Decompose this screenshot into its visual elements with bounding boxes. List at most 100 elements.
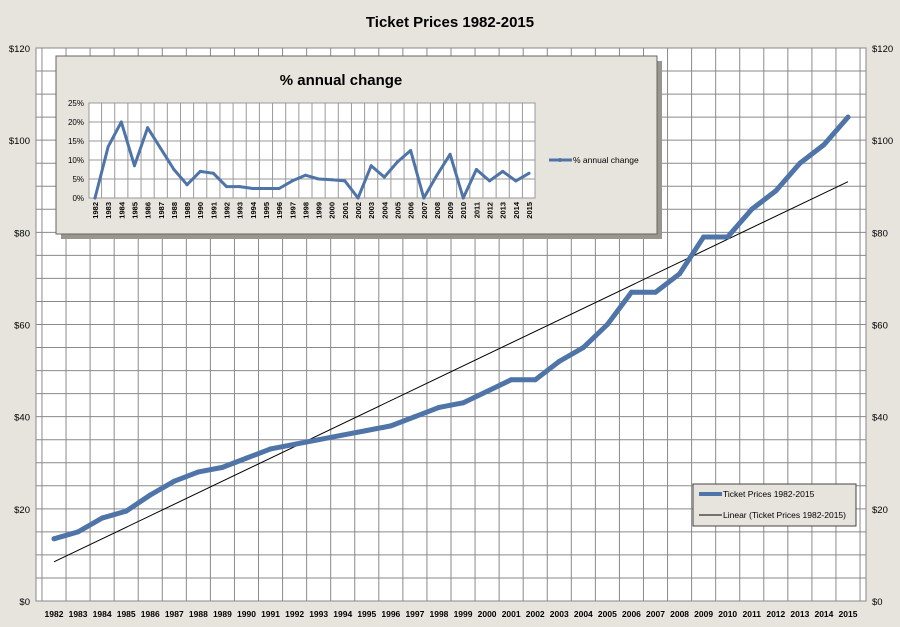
x-tick-label: 1994 <box>333 609 352 619</box>
series-line-ticket-prices <box>51 114 851 542</box>
data-point-ticket-price <box>653 289 659 295</box>
inset-x-tick-label: 2014 <box>512 201 521 219</box>
inset-x-tick-label: 2015 <box>525 202 534 219</box>
data-point-ticket-price <box>845 114 851 120</box>
x-tick-label: 2011 <box>743 609 762 619</box>
inset-x-tick-label: 2003 <box>367 202 376 219</box>
data-point-annual-change <box>303 173 307 177</box>
y-tick-label-right: $20 <box>872 505 888 516</box>
data-point-ticket-price <box>604 322 610 327</box>
data-point-ticket-price <box>773 188 779 194</box>
x-tick-label: 2006 <box>622 609 641 619</box>
data-point-ticket-price <box>195 469 201 475</box>
x-tick-label: 1984 <box>93 609 112 619</box>
inset-y-tick-label: 15% <box>68 137 84 146</box>
inset-x-tick-label: 2001 <box>341 202 350 219</box>
inset-y-tick-label: 5% <box>72 175 84 184</box>
x-tick-label: 2003 <box>550 609 569 619</box>
x-tick-label: 2001 <box>502 609 521 619</box>
x-tick-label: 1991 <box>261 609 280 619</box>
inset-x-tick-label: 2007 <box>420 202 429 219</box>
data-point-ticket-price <box>508 377 514 383</box>
inset-x-tick-label: 2010 <box>459 202 468 219</box>
data-point-ticket-price <box>243 455 249 461</box>
data-point-ticket-price <box>75 529 81 535</box>
data-point-annual-change <box>356 196 360 200</box>
x-tick-label: 2010 <box>718 609 737 619</box>
data-point-annual-change <box>527 171 531 175</box>
data-point-annual-change <box>422 196 426 200</box>
data-point-annual-change <box>369 164 373 168</box>
data-point-ticket-price <box>436 404 442 410</box>
x-tick-label: 2008 <box>670 609 689 619</box>
x-tick-label: 1996 <box>381 609 400 619</box>
x-tick-label: 2002 <box>526 609 545 619</box>
data-point-ticket-price <box>677 271 683 277</box>
data-point-annual-change <box>225 185 229 189</box>
inset-x-tick-label: 1992 <box>223 202 232 219</box>
data-point-annual-change <box>119 120 123 124</box>
data-point-annual-change <box>106 145 110 149</box>
inset-y-tick-label: 0% <box>72 194 84 203</box>
y-tick-label-left: $100 <box>9 136 30 147</box>
data-point-annual-change <box>514 179 518 183</box>
inset-x-tick-label: 1989 <box>183 202 192 219</box>
data-point-annual-change <box>382 175 386 179</box>
data-point-ticket-price <box>725 234 731 240</box>
legend-label-ticket-prices: Ticket Prices 1982-2015 <box>723 489 815 499</box>
inset-x-tick-label: 1998 <box>301 202 310 219</box>
data-point-annual-change <box>343 179 347 183</box>
data-point-ticket-price <box>99 515 105 521</box>
data-point-ticket-price <box>797 160 803 166</box>
data-point-annual-change <box>159 147 163 151</box>
main-x-axis: 1982 1983 1984 1985 1986 1987 1988 1989 1990 1991… <box>45 609 858 619</box>
x-tick-label: 1993 <box>309 609 328 619</box>
data-point-annual-change <box>409 149 413 152</box>
y-tick-label-right: $120 <box>872 44 893 55</box>
x-tick-label: 2014 <box>814 609 833 619</box>
main-chart-title: Ticket Prices 1982-2015 <box>366 14 534 31</box>
data-point-annual-change <box>251 187 255 190</box>
data-point-annual-change <box>172 168 176 171</box>
data-point-ticket-price <box>556 358 562 364</box>
inset-y-tick-label: 10% <box>68 156 84 165</box>
data-point-ticket-price <box>532 377 538 383</box>
data-point-annual-change <box>290 179 294 183</box>
data-point-ticket-price <box>412 414 418 420</box>
inset-x-tick-label: 1994 <box>249 201 258 219</box>
data-point-ticket-price <box>628 289 634 295</box>
inset-x-tick-label: 1991 <box>209 202 218 219</box>
y-tick-label-left: $20 <box>14 505 30 516</box>
data-point-annual-change <box>330 178 334 182</box>
inset-x-tick-label: 1985 <box>130 202 139 219</box>
inset-chart: % annual change 0%5%10%15%20%25% 1982 198… <box>55 55 662 239</box>
y-tick-label-left: $120 <box>9 44 30 55</box>
y-tick-label-left: $0 <box>19 597 30 608</box>
inset-x-tick-label: 2008 <box>433 202 442 219</box>
data-point-annual-change <box>461 196 465 200</box>
data-point-annual-change <box>435 173 439 177</box>
main-legend: Ticket Prices 1982-2015 Linear (Ticket P… <box>692 483 857 527</box>
y-tick-label-right: $80 <box>872 228 888 239</box>
inset-gridlines <box>89 102 535 198</box>
x-tick-label: 1982 <box>45 609 64 619</box>
x-tick-label: 1995 <box>357 609 376 619</box>
inset-chart-title: % annual change <box>280 72 403 89</box>
inset-y-tick-label: 25% <box>68 99 84 108</box>
inset-x-tick-label: 2002 <box>354 202 363 219</box>
y-tick-label-right: $40 <box>872 413 888 424</box>
data-point-annual-change <box>198 169 202 173</box>
main-legend-box <box>692 483 857 527</box>
inset-x-tick-label: 2012 <box>486 202 495 219</box>
y-tick-label-right: $0 <box>872 597 883 608</box>
x-tick-label: 1988 <box>189 609 208 619</box>
data-point-annual-change <box>317 177 321 181</box>
data-point-ticket-price <box>340 432 346 438</box>
x-tick-label: 2007 <box>646 609 665 619</box>
data-point-ticket-price <box>364 427 370 433</box>
x-tick-label: 2004 <box>574 609 593 619</box>
data-point-ticket-price <box>123 508 129 514</box>
x-tick-label: 1990 <box>237 609 256 619</box>
x-tick-label: 1999 <box>454 609 473 619</box>
